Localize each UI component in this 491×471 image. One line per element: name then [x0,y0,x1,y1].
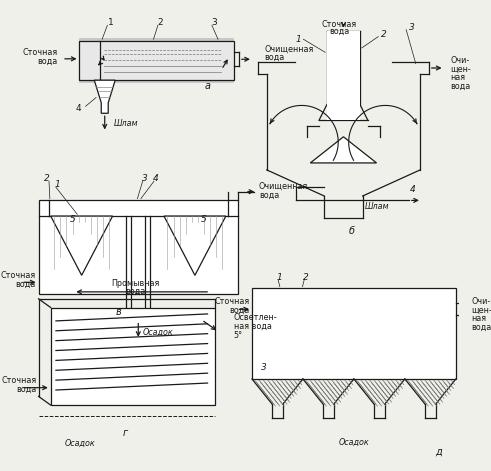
Text: вода: вода [259,191,279,200]
Text: Сточная: Сточная [214,297,249,306]
Polygon shape [164,216,226,276]
Text: Очи-: Очи- [451,56,470,65]
Bar [327,31,359,120]
Text: 3: 3 [409,24,414,32]
Text: вода: вода [37,57,58,66]
Text: в: в [116,307,122,317]
Text: а: а [205,81,211,91]
Text: вода: вода [451,82,471,91]
Text: 2: 2 [44,174,50,183]
Text: Очи-: Очи- [471,297,491,306]
Text: 1: 1 [108,18,114,27]
Text: вода: вода [16,279,36,289]
Text: вода: вода [471,323,491,332]
Text: Сточная: Сточная [0,271,36,280]
Text: Сточная: Сточная [23,48,58,57]
Polygon shape [94,80,115,113]
Text: ная вода: ная вода [234,322,272,331]
Text: 2: 2 [158,18,164,27]
Text: Осадок: Осадок [65,439,95,448]
Text: 5°: 5° [234,331,243,340]
Text: ная: ная [451,73,466,82]
Text: вода: вода [264,53,284,62]
Text: Очищенная: Очищенная [259,182,308,191]
Bar [51,308,215,405]
Text: Осветлен-: Осветлен- [234,314,277,323]
Bar [80,79,234,83]
Text: вода: вода [125,287,145,296]
Text: вода: вода [17,385,37,394]
Text: г: г [123,428,128,438]
Text: щен-: щен- [451,65,471,73]
Text: 1: 1 [55,180,60,189]
Polygon shape [310,137,377,163]
Text: 3: 3 [142,174,148,183]
Text: 5: 5 [201,215,207,224]
Text: 4: 4 [153,174,159,183]
Text: Очищенная: Очищенная [264,44,314,53]
Text: 3: 3 [212,18,218,27]
Bar [80,41,234,80]
Polygon shape [51,216,112,276]
Text: 3: 3 [261,363,267,372]
Text: б: б [349,226,355,236]
Text: 1: 1 [277,273,283,282]
Text: 2: 2 [303,273,309,282]
Text: Сточная: Сточная [1,376,37,385]
Text: Сточная: Сточная [322,20,356,29]
Text: 4: 4 [410,185,416,194]
Bar [80,38,234,42]
Text: 1: 1 [295,35,301,44]
Text: Осадок: Осадок [338,438,369,447]
Bar [252,287,456,379]
Text: Шлам: Шлам [365,202,390,211]
Text: Шлам: Шлам [113,119,138,128]
Text: вода: вода [229,306,249,315]
Text: щен-: щен- [471,306,491,315]
Text: 4: 4 [76,105,82,114]
Text: 5: 5 [70,215,76,224]
Text: Промывная: Промывная [111,279,160,288]
Text: вода: вода [329,27,349,36]
Text: Осадок: Осадок [143,327,173,336]
Text: д: д [435,447,442,456]
Bar [38,200,238,294]
Text: ная: ная [471,314,487,324]
Text: 2: 2 [381,30,386,40]
